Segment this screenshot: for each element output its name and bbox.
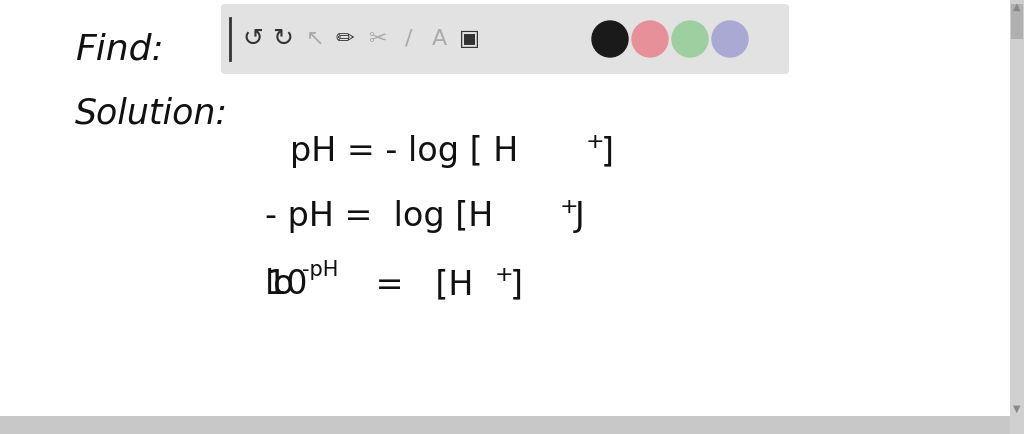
- Circle shape: [672, 21, 708, 57]
- FancyBboxPatch shape: [221, 4, 790, 74]
- Text: Solution:: Solution:: [75, 97, 228, 131]
- Text: ↻: ↻: [272, 27, 294, 51]
- Bar: [1011, 4, 1023, 39]
- Bar: [0, 416, 1010, 434]
- Text: ]: ]: [510, 268, 523, 301]
- Text: ✂: ✂: [368, 29, 386, 49]
- Text: ✏: ✏: [336, 29, 354, 49]
- Text: ▼: ▼: [1014, 404, 1021, 414]
- Text: 10: 10: [265, 268, 307, 301]
- Circle shape: [712, 21, 748, 57]
- Text: +: +: [495, 265, 514, 285]
- Text: ↖: ↖: [306, 29, 325, 49]
- Text: J: J: [575, 200, 585, 233]
- Text: ]: ]: [601, 135, 614, 168]
- Text: ▲: ▲: [1014, 2, 1021, 12]
- Circle shape: [632, 21, 668, 57]
- Text: A: A: [431, 29, 446, 49]
- Text: - pH =  log [H: - pH = log [H: [265, 200, 494, 233]
- Text: lo: lo: [265, 268, 295, 301]
- Text: Find:: Find:: [75, 32, 164, 66]
- Circle shape: [592, 21, 628, 57]
- Text: ↺: ↺: [243, 27, 263, 51]
- Text: +: +: [560, 197, 579, 217]
- Bar: [1010, 0, 1024, 434]
- Text: pH = - log [ H: pH = - log [ H: [290, 135, 518, 168]
- Text: ▣: ▣: [459, 29, 479, 49]
- Text: =   [H: = [H: [365, 268, 473, 301]
- Text: /: /: [406, 29, 413, 49]
- Text: -pH: -pH: [302, 260, 338, 280]
- Text: +: +: [586, 132, 604, 152]
